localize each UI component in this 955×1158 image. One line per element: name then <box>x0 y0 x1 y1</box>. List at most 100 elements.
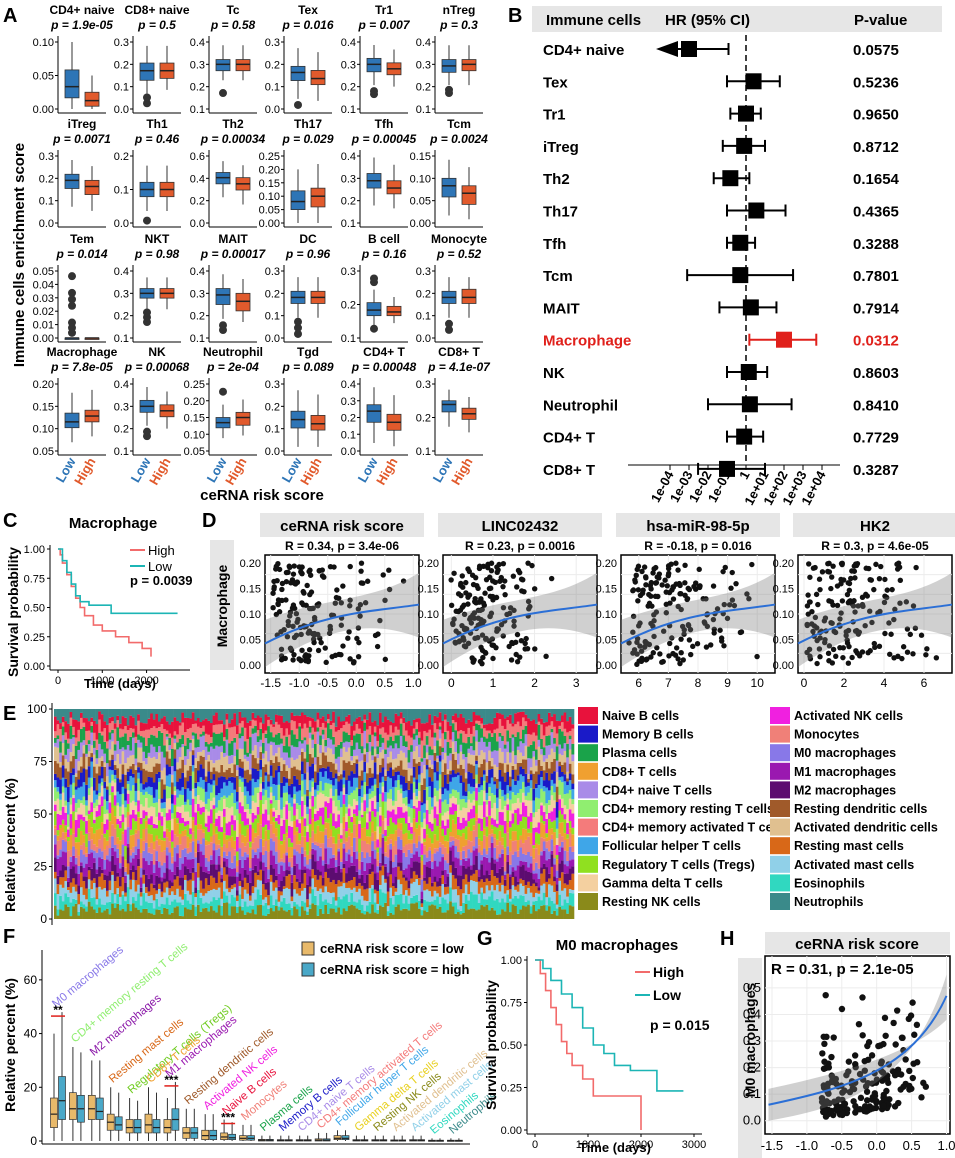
stack-segment <box>459 810 463 823</box>
stack-segment <box>126 863 130 875</box>
stack-segment <box>132 754 135 764</box>
scatter-d-y-tick-label: 0.15 <box>240 584 261 596</box>
stack-segment <box>410 751 414 769</box>
stack-segment <box>171 830 174 842</box>
stack-segment <box>264 730 268 734</box>
stack-segment <box>340 881 343 887</box>
stack-segment <box>147 878 151 892</box>
stack-segment <box>363 914 367 919</box>
stack-segment <box>459 865 463 876</box>
stack-segment <box>459 709 463 714</box>
stack-segment <box>241 806 245 822</box>
stack-segment <box>59 741 63 753</box>
stack-segment <box>207 870 211 874</box>
forest-row-pvalue: 0.8603 <box>853 365 899 382</box>
scatter-point <box>354 635 360 642</box>
stack-segment <box>165 868 169 882</box>
stack-segment <box>405 844 408 857</box>
stack-segment <box>353 887 356 902</box>
stack-segment <box>428 714 432 730</box>
stack-segment <box>350 771 354 787</box>
stack-segment <box>95 887 99 900</box>
stack-segment <box>64 721 68 733</box>
stack-segment <box>311 806 315 819</box>
stack-segment <box>298 895 302 907</box>
stack-segment <box>228 808 232 822</box>
stack-segment <box>449 814 453 833</box>
stack-segment <box>327 783 330 797</box>
scatter-point <box>306 647 313 653</box>
stack-segment <box>444 731 447 740</box>
stack-segment <box>134 900 138 908</box>
stack-segment <box>145 887 148 893</box>
stack-segment <box>249 809 252 814</box>
stack-segment <box>405 877 408 881</box>
stack-segment <box>199 728 203 735</box>
stack-segment <box>462 768 466 783</box>
stack-segment <box>282 876 286 887</box>
stack-segment <box>100 851 104 859</box>
stack-segment <box>103 874 107 881</box>
stack-segment <box>139 896 143 906</box>
stack-segment <box>233 855 237 869</box>
stack-segment <box>61 716 65 723</box>
scatter-point <box>299 647 305 654</box>
stack-segment <box>267 781 271 787</box>
stack-segment <box>308 869 312 877</box>
stack-segment <box>220 832 224 847</box>
scatter-point <box>511 618 517 624</box>
stack-segment <box>454 810 458 824</box>
stack-segment <box>142 874 146 884</box>
stack-segment <box>204 760 208 777</box>
scatter-point <box>347 597 353 603</box>
stack-segment <box>311 878 315 890</box>
stack-segment <box>204 741 208 747</box>
stack-segment <box>202 725 206 732</box>
stack-segment <box>470 869 473 876</box>
stack-segment <box>85 876 89 889</box>
stack-segment <box>353 809 356 814</box>
stack-segment <box>360 828 364 841</box>
stack-segment <box>220 788 224 798</box>
stack-segment <box>210 800 213 810</box>
stack-segment <box>410 737 414 746</box>
scatter-d-x-tick-label: -1.5 <box>260 676 281 690</box>
stack-segment <box>256 848 260 859</box>
stack-segment <box>111 792 115 808</box>
scatter-point <box>825 650 832 657</box>
stack-segment <box>337 848 341 852</box>
stack-segment <box>215 869 219 884</box>
scatter-point <box>806 561 812 567</box>
scatter-point <box>873 561 879 568</box>
stack-segment <box>470 875 473 881</box>
stack-segment <box>363 714 367 720</box>
stack-segment <box>59 837 63 850</box>
stack-segment <box>87 795 91 811</box>
stack-segment <box>168 766 172 775</box>
stack-segment <box>74 773 78 777</box>
scatter-d-y-tick-label: 0.20 <box>418 558 439 570</box>
scatter-d-y-tick-label: 0.20 <box>596 558 617 570</box>
stack-segment <box>233 709 237 714</box>
stack-segment <box>241 748 245 762</box>
stack-segment <box>74 873 78 885</box>
stack-segment <box>54 905 57 919</box>
scatter-point <box>651 566 657 572</box>
scatter-point <box>828 585 834 592</box>
stack-segment <box>347 828 351 837</box>
box-outlier <box>143 93 151 102</box>
stack-segment <box>220 878 224 883</box>
stack-segment <box>418 885 421 901</box>
stack-segment <box>373 902 377 913</box>
stack-segment <box>467 736 471 749</box>
stack-segment <box>106 786 109 790</box>
stack-segment <box>194 796 198 805</box>
scatter-point <box>677 660 683 667</box>
stack-segment <box>277 724 281 733</box>
stack-segment <box>366 743 369 752</box>
box-body <box>366 302 382 317</box>
stack-segment <box>467 799 471 813</box>
stack-segment <box>418 731 421 738</box>
stack-segment <box>191 712 195 725</box>
